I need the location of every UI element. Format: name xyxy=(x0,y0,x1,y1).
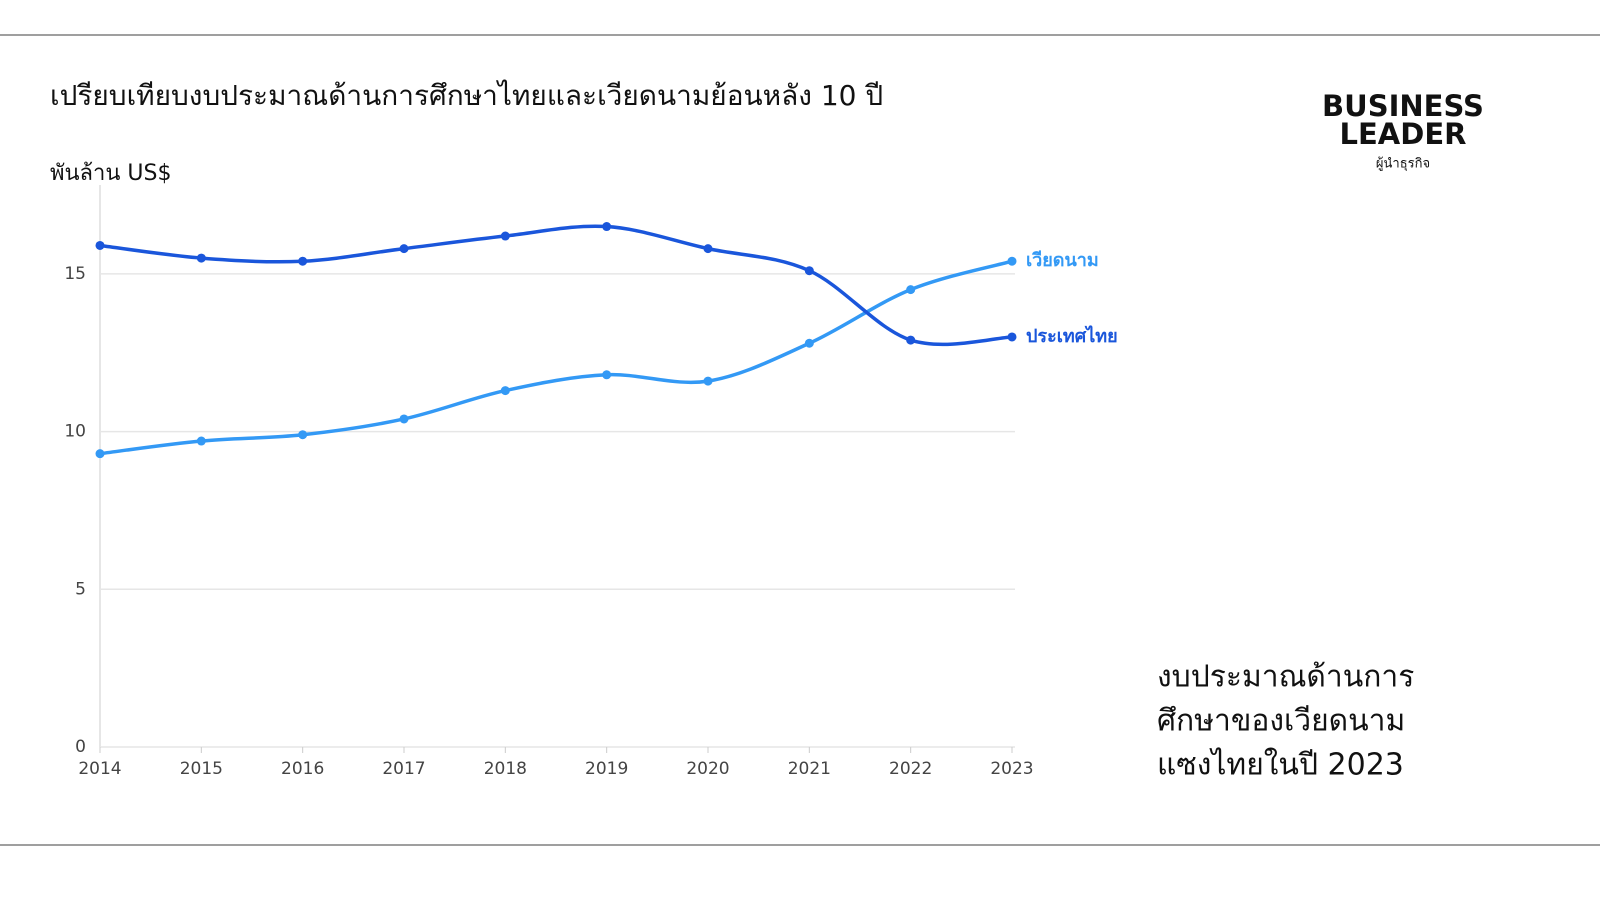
data-point xyxy=(1007,256,1017,266)
data-point xyxy=(399,414,409,424)
x-tick-label: 2015 xyxy=(180,759,223,779)
data-point xyxy=(804,266,814,276)
series-line xyxy=(99,259,1013,456)
brand-name: LEADER xyxy=(1340,117,1467,151)
y-tick-label: 5 xyxy=(75,579,86,599)
data-point xyxy=(298,256,308,266)
series-label: ประเทศไทย xyxy=(1026,325,1118,347)
annotation: แซงไทยในปี 2023 xyxy=(1157,747,1404,783)
data-point xyxy=(399,244,409,254)
x-tick-label: 2023 xyxy=(990,759,1033,779)
data-point xyxy=(602,222,612,232)
x-tick-label: 2022 xyxy=(889,759,932,779)
x-tick-label: 2016 xyxy=(281,759,324,779)
annotation: ศึกษาของเวียดนาม xyxy=(1157,704,1405,739)
x-tick-label: 2014 xyxy=(78,759,121,779)
data-point xyxy=(906,285,916,295)
x-tick-label: 2018 xyxy=(484,759,527,779)
data-point xyxy=(196,253,206,263)
brand-name: BUSINESS xyxy=(1322,89,1484,123)
data-point xyxy=(196,436,206,446)
y-axis-label: พันล้าน US$ xyxy=(50,161,171,186)
x-tick-label: 2019 xyxy=(585,759,628,779)
data-point xyxy=(703,244,713,254)
y-tick-label: 10 xyxy=(64,422,86,442)
annotation: งบประมาณด้านการ xyxy=(1157,660,1414,695)
data-point xyxy=(703,376,713,386)
y-tick-label: 15 xyxy=(64,264,86,284)
x-tick-label: 2017 xyxy=(382,759,425,779)
data-point xyxy=(298,430,308,440)
brand-tagline: ผู้นำธุรกิจ xyxy=(1376,157,1430,172)
data-point xyxy=(602,370,612,380)
data-point xyxy=(95,449,105,459)
series-line xyxy=(99,224,1013,347)
x-tick-label: 2021 xyxy=(788,759,831,779)
data-point xyxy=(500,386,510,396)
x-tick-label: 2020 xyxy=(686,759,729,779)
chart-title: เปรียบเทียบงบประมาณด้านการศึกษาไทยและเวี… xyxy=(50,79,883,112)
data-point xyxy=(804,338,814,348)
data-point xyxy=(906,335,916,345)
data-point xyxy=(95,240,105,250)
y-tick-label: 0 xyxy=(75,737,86,757)
series-label: เวียดนาม xyxy=(1026,250,1099,271)
data-point xyxy=(500,231,510,241)
data-point xyxy=(1007,332,1017,342)
